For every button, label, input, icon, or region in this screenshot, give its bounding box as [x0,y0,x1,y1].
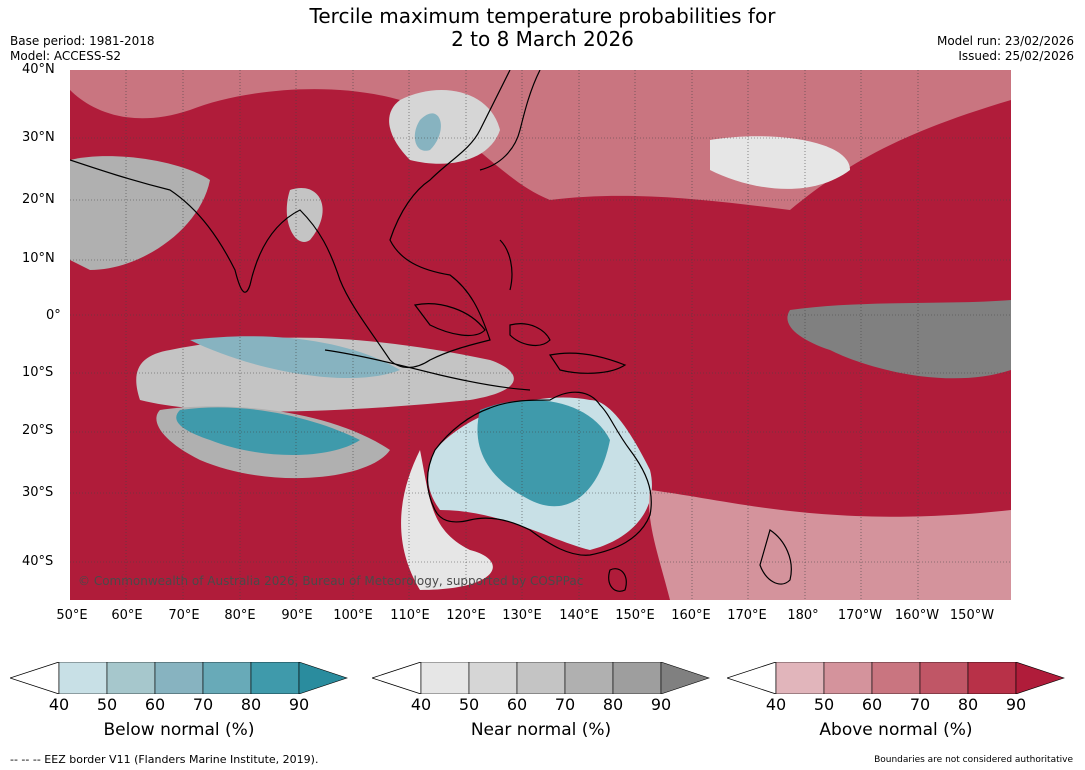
below-tick: 50 [96,695,118,714]
southern-indian-below-normal-region [176,407,360,455]
colorbar-below-swatch-80 [250,662,300,694]
lon-label-70e: 70°E [168,608,200,623]
lat-label-30n: 30°N [22,130,55,145]
near-tick: 70 [554,695,576,714]
lat-label-40n: 40°N [22,62,55,77]
below-tick: 90 [288,695,310,714]
colorbar-below [10,662,348,694]
colorbar-above-swatch-60 [871,662,921,694]
eez-border-note: -- -- -- EEZ border V11 (Flanders Marine… [10,753,319,766]
issued-date: Issued: 25/02/2026 [958,49,1074,63]
boundaries-disclaimer: Boundaries are not considered authoritat… [874,755,1073,765]
colorbar-below-swatch-40 [58,662,108,694]
lon-label-90e: 90°E [281,608,313,623]
colorbar-below-swatch-70 [202,662,252,694]
lon-label-100e: 100°E [333,608,373,623]
colorbar-above-swatch-90 [1015,662,1065,694]
above-tick: 80 [957,695,979,714]
lon-label-160e: 160°E [671,608,711,623]
colorbar-above-swatch-50 [823,662,873,694]
probability-map [70,70,1011,600]
near-tick: 50 [458,695,480,714]
copyright-credit: © Commonwealth of Australia 2026, Bureau… [78,574,584,588]
lat-label-10s: 10°S [22,365,54,380]
colorbar-above [727,662,1065,694]
colorbar-below-low-arrow [10,662,60,694]
legend-title-near: Near normal (%) [470,720,612,740]
central-australia-below-normal-core [477,400,610,507]
lon-label-170e: 170°E [727,608,767,623]
indian-ocean-below-normal-strip [190,336,400,379]
lon-label-80e: 80°E [224,608,256,623]
southern-pacific-mixed-region [649,490,1011,600]
below-tick: 60 [144,695,166,714]
lon-label-150w: 150°W [949,608,995,623]
colorbar-above-low-arrow [727,662,777,694]
near-tick: 40 [410,695,432,714]
lat-label-10n: 10°N [22,251,55,266]
above-tick: 90 [1005,695,1027,714]
above-tick: 70 [909,695,931,714]
lon-label-150e: 150°E [615,608,655,623]
chart-title-line2: 2 to 8 March 2026 [451,27,634,51]
colorbar-near-swatch-50 [468,662,518,694]
model-run: Model run: 23/02/2026 [936,34,1074,48]
near-tick: 80 [602,695,624,714]
colorbar-below-swatch-90 [298,662,348,694]
lat-label-40s: 40°S [22,554,54,569]
colorbar-near-swatch-70 [564,662,614,694]
base-period: Base period: 1981-2018 [10,34,155,48]
below-tick: 80 [240,695,262,714]
lon-label-120e: 120°E [446,608,486,623]
above-tick: 50 [813,695,835,714]
lat-label-30s: 30°S [22,485,54,500]
colorbar-near-low-arrow [372,662,422,694]
legend-title-below: Below normal (%) [103,720,255,740]
colorbar-below-swatch-50 [106,662,156,694]
colorbar-above-swatch-70 [919,662,969,694]
colorbar-near [372,662,710,694]
lon-label-160w: 160°W [894,608,940,623]
legend-title-above: Above normal (%) [819,720,973,740]
lat-label-20n: 20°N [22,192,55,207]
above-tick: 60 [861,695,883,714]
chart-title-line1: Tercile maximum temperature probabilitie… [309,4,776,28]
colorbar-near-swatch-90 [660,662,710,694]
near-tick: 90 [650,695,672,714]
north-pacific-near-normal-region [710,136,850,189]
sw-australia-near-normal-region [401,450,493,590]
china-below-normal-region [414,113,441,151]
lon-label-180: 180° [787,608,819,623]
lon-label-110e: 110°E [390,608,430,623]
colorbar-above-swatch-80 [967,662,1017,694]
below-tick: 70 [192,695,214,714]
lon-label-130e: 130°E [502,608,542,623]
lon-label-170w: 170°W [837,608,883,623]
lon-label-50e: 50°E [56,608,88,623]
pacific-near-normal-tongue [787,300,1011,379]
model-name: Model: ACCESS-S2 [10,49,122,63]
colorbar-below-swatch-60 [154,662,204,694]
below-tick: 40 [48,695,70,714]
lat-label-equator: 0° [46,308,61,323]
above-tick: 40 [765,695,787,714]
colorbar-above-swatch-40 [775,662,825,694]
near-tick: 60 [506,695,528,714]
colorbar-near-swatch-60 [516,662,566,694]
lon-label-140e: 140°E [559,608,599,623]
lon-label-60e: 60°E [111,608,143,623]
colorbar-near-swatch-40 [420,662,470,694]
coastlines [70,70,792,592]
lat-label-20s: 20°S [22,423,54,438]
arabian-sea-near-normal-region [70,156,210,270]
colorbar-near-swatch-80 [612,662,662,694]
